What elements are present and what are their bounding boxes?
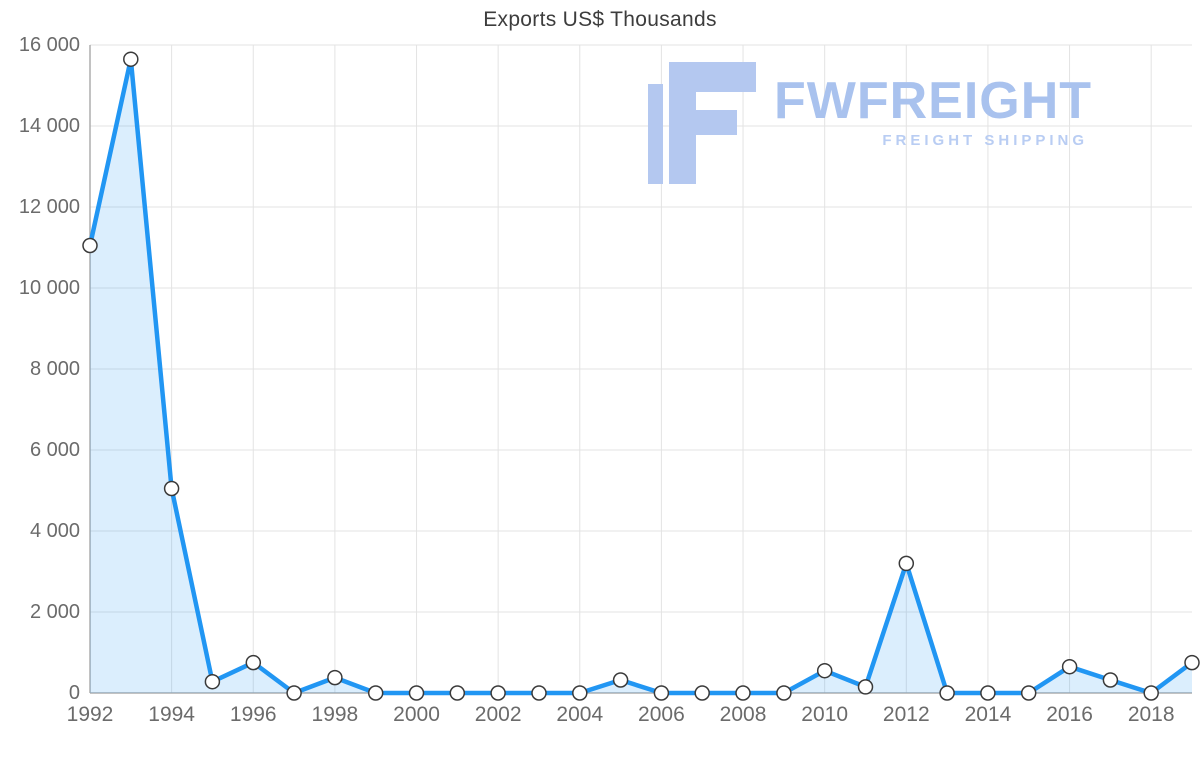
data-point-2005[interactable] xyxy=(612,672,629,688)
y-tick-label: 2 000 xyxy=(30,601,80,623)
data-point-2004[interactable] xyxy=(572,685,588,701)
data-point-1997[interactable] xyxy=(286,685,302,701)
y-tick-label: 14 000 xyxy=(19,115,80,137)
x-tick-label: 1994 xyxy=(148,703,195,726)
y-tick-label: 12 000 xyxy=(19,196,80,218)
data-point-2002[interactable] xyxy=(490,685,506,701)
data-point-2006[interactable] xyxy=(653,685,670,701)
data-point-1998[interactable] xyxy=(327,669,343,686)
chart-title: Exports US$ Thousands xyxy=(483,8,717,31)
data-point-2011[interactable] xyxy=(857,679,874,695)
y-tick-label: 0 xyxy=(69,682,80,704)
x-tick-label: 1992 xyxy=(67,703,114,726)
x-tick-label: 2008 xyxy=(720,703,767,726)
data-point-2007[interactable] xyxy=(694,685,710,701)
x-tick-label: 1998 xyxy=(312,703,359,726)
x-tick-label: 2006 xyxy=(638,703,685,726)
y-tick-label: 6 000 xyxy=(30,439,80,461)
data-point-2000[interactable] xyxy=(408,685,425,701)
data-point-2001[interactable] xyxy=(449,685,466,701)
x-tick-label: 2018 xyxy=(1128,703,1175,726)
y-tick-label: 10 000 xyxy=(19,277,80,299)
x-tick-label: 2012 xyxy=(883,703,930,726)
data-point-2009[interactable] xyxy=(776,685,792,701)
data-point-1993[interactable] xyxy=(123,51,139,67)
y-tick-label: 4 000 xyxy=(30,520,80,542)
data-point-2014[interactable] xyxy=(980,685,996,701)
data-point-1994[interactable] xyxy=(163,480,180,497)
data-point-2003[interactable] xyxy=(531,685,547,701)
data-point-2019[interactable] xyxy=(1184,654,1200,671)
x-tick-label: 2010 xyxy=(801,703,848,726)
x-tick-label: 2002 xyxy=(475,703,522,726)
data-point-2016[interactable] xyxy=(1061,658,1078,675)
data-point-1995[interactable] xyxy=(204,673,221,690)
data-point-2017[interactable] xyxy=(1102,672,1119,688)
series-line xyxy=(87,56,1195,696)
y-tick-label: 8 000 xyxy=(30,358,80,380)
data-point-2012[interactable] xyxy=(898,555,915,572)
x-tick-label: 1996 xyxy=(230,703,277,726)
data-point-2013[interactable] xyxy=(939,685,955,701)
x-tick-label: 2016 xyxy=(1046,703,1093,726)
y-tick-label: 16 000 xyxy=(19,34,80,56)
data-point-2018[interactable] xyxy=(1143,685,1159,701)
x-tick-label: 2000 xyxy=(393,703,440,726)
data-point-1992[interactable] xyxy=(82,237,98,254)
x-tick-label: 2004 xyxy=(556,703,603,726)
data-point-2015[interactable] xyxy=(1020,685,1037,701)
series-area xyxy=(90,59,1192,693)
data-point-1996[interactable] xyxy=(245,654,262,671)
data-point-1999[interactable] xyxy=(367,685,384,701)
x-tick-label: 2014 xyxy=(965,703,1012,726)
data-point-2008[interactable] xyxy=(735,685,751,701)
data-point-2010[interactable] xyxy=(816,662,833,679)
